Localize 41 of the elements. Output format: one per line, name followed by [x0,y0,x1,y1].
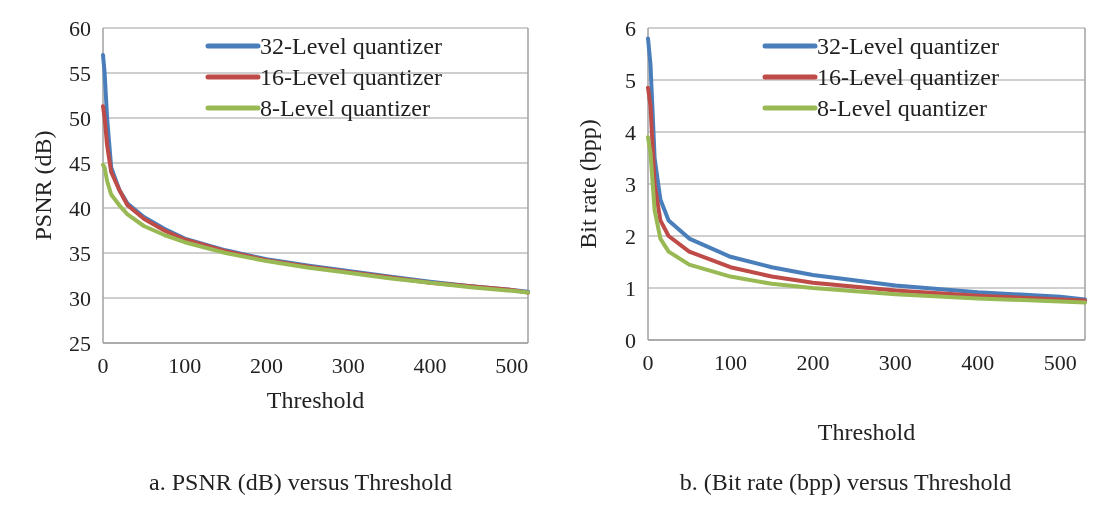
text: b. (Bit rate (bpp) versus Threshold [679,469,1012,495]
y-axis-title: PSNR (dB) [30,130,56,241]
x-axis-title: Threshold [266,387,365,413]
y-tick-label: 40 [69,195,91,221]
line-series [646,135,1087,305]
y-tick-label: 50 [69,105,91,131]
x-axis-title: Threshold [817,419,916,445]
y-tick-label: 4 [625,119,636,145]
x-tick-label: 400 [413,353,447,378]
x-tick-label: 500 [1043,350,1077,375]
y-tick-label: 2 [625,223,636,249]
legend-label: 8-Level quantizer [260,95,430,122]
x-tick-label: 300 [878,350,912,375]
x-tick-label: 200 [796,350,830,375]
x-tick-label: 100 [168,353,202,378]
x-tick-label: 100 [713,350,747,375]
y-tick-label: 1 [625,275,636,301]
y-tick-label: 6 [625,15,636,41]
y-axis-title: Bit rate (bpp) [575,119,601,249]
text: a. PSNR (dB) versus Threshold [149,469,452,495]
y-tick-label: 55 [69,60,91,86]
legend-label: 32-Level quantizer [260,33,442,60]
y-tick-label: 5 [625,67,636,93]
x-tick-label: 500 [495,353,529,378]
x-tick-label: 200 [249,353,283,378]
y-tick-label: 35 [69,240,91,266]
y-tick-label: 45 [69,150,91,176]
y-tick-label: 60 [69,15,91,41]
x-tick-label: 300 [331,353,365,378]
x-tick-label: 400 [961,350,995,375]
y-tick-label: 3 [625,171,636,197]
y-tick-label: 30 [69,285,91,311]
legend-label: 8-Level quantizer [817,95,987,122]
y-tick-label: 25 [69,330,91,356]
x-tick-label: 0 [97,353,109,378]
legend-label: 16-Level quantizer [817,64,999,91]
legend-label: 32-Level quantizer [817,33,999,60]
legend-label: 16-Level quantizer [260,64,442,91]
y-tick-label: 0 [625,327,636,353]
line-series [101,162,530,295]
x-tick-label: 0 [642,350,654,375]
